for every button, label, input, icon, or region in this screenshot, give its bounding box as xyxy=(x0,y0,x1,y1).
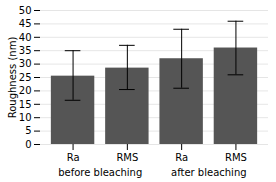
svg-text:50: 50 xyxy=(19,5,32,16)
svg-text:RMS: RMS xyxy=(116,152,138,163)
svg-text:40: 40 xyxy=(19,32,32,43)
svg-text:35: 35 xyxy=(19,45,32,56)
svg-text:25: 25 xyxy=(19,72,32,83)
svg-text:Roughness (nm): Roughness (nm) xyxy=(7,37,18,119)
svg-text:after bleaching: after bleaching xyxy=(171,167,247,178)
svg-text:Ra: Ra xyxy=(175,152,188,163)
svg-text:Ra: Ra xyxy=(67,152,80,163)
svg-text:10: 10 xyxy=(19,112,32,123)
svg-text:20: 20 xyxy=(19,85,32,96)
svg-text:RMS: RMS xyxy=(225,152,247,163)
svg-text:0: 0 xyxy=(25,139,31,150)
svg-text:30: 30 xyxy=(19,58,32,69)
svg-text:15: 15 xyxy=(19,99,32,110)
svg-text:45: 45 xyxy=(19,18,32,29)
svg-text:5: 5 xyxy=(25,125,31,136)
svg-text:before bleaching: before bleaching xyxy=(58,167,142,178)
